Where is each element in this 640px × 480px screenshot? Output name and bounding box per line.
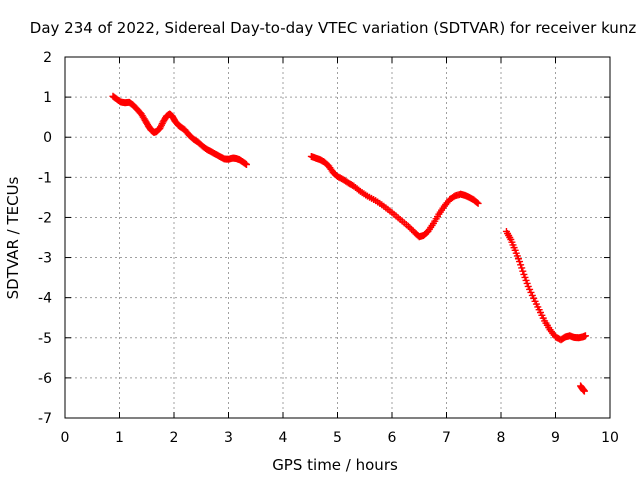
data-point [242,160,250,168]
y-tick-label: -7 [38,411,52,427]
plot-border [64,56,611,419]
x-tick-label: 8 [497,430,506,446]
chart-title: Day 234 of 2022, Sidereal Day-to-day VTE… [30,19,637,37]
y-tick-label: 0 [43,130,52,146]
data-point [406,224,414,232]
data-point [581,332,589,340]
data-point [516,258,524,266]
y-tick-label: -3 [38,251,52,267]
y-tick-label: -1 [38,170,52,186]
y-tick-label: -4 [38,291,52,307]
x-tick-label: 10 [601,430,619,446]
x-tick-label: 0 [61,430,70,446]
x-axis-label: GPS time / hours [272,456,398,474]
data-point [473,199,481,207]
x-tick-label: 2 [170,430,179,446]
x-tick-label: 3 [224,430,233,446]
data-point [474,199,482,207]
grid-lines [65,57,610,418]
x-tick-label: 4 [279,430,288,446]
data-point [580,387,588,395]
y-tick-label: 2 [43,50,52,66]
data-point [408,225,416,233]
x-tick-label: 9 [551,430,560,446]
y-tick-label: -5 [38,331,52,347]
x-tick-label: 1 [115,430,124,446]
x-tick-label: 6 [388,430,397,446]
data-point [519,267,527,275]
data-point [518,264,526,272]
data-point [517,261,525,269]
x-tick-label: 7 [442,430,451,446]
y-axis-label: SDTVAR / TECUs [4,176,22,299]
y-tick-label: -2 [38,210,52,226]
data-points [109,92,589,395]
y-tick-label: -6 [38,371,52,387]
x-tick-label: 5 [333,430,342,446]
y-tick-label: 1 [43,90,52,106]
